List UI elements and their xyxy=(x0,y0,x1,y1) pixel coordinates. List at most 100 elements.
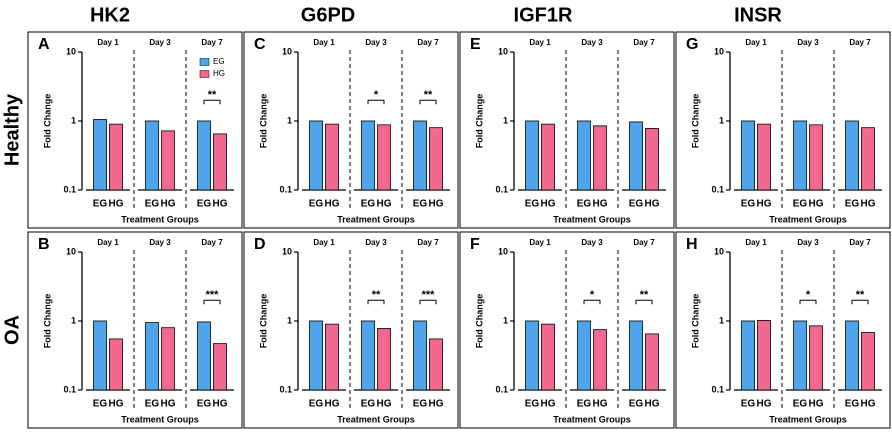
group-label: Day 7 xyxy=(633,38,655,47)
group-label: Day 3 xyxy=(581,238,603,247)
bar xyxy=(413,120,427,191)
column-header: IGF1R xyxy=(514,4,573,26)
y-tick-label: 0.1 xyxy=(63,384,76,394)
bar xyxy=(845,120,859,191)
y-tick-label: 1 xyxy=(71,315,76,325)
group-label: Day 1 xyxy=(97,238,119,247)
bar xyxy=(757,320,771,391)
group-label: Day 3 xyxy=(581,38,603,47)
y-axis-label: Fold Change xyxy=(42,294,52,349)
x-tick-label: EG xyxy=(793,399,808,410)
y-tick-label: 0.1 xyxy=(279,384,292,394)
panel-frame xyxy=(27,231,243,429)
x-tick-label: EG xyxy=(413,399,428,410)
bar xyxy=(213,133,227,191)
y-tick-label: 10 xyxy=(66,46,76,56)
x-axis-label: Treatment Groups xyxy=(337,414,415,424)
bar xyxy=(793,320,807,391)
bar xyxy=(161,327,175,391)
panel-letter: F xyxy=(470,236,480,253)
x-tick-label: EG xyxy=(93,399,108,410)
x-tick-label: EG xyxy=(197,399,212,410)
x-tick-label: HG xyxy=(645,199,660,210)
x-tick-label: HG xyxy=(161,199,176,210)
group-label: Day 7 xyxy=(849,38,871,47)
bar xyxy=(429,338,443,391)
y-tick-label: 0.1 xyxy=(495,384,508,394)
bar xyxy=(325,123,339,191)
x-tick-label: HG xyxy=(809,399,824,410)
group-label: Day 1 xyxy=(529,38,551,47)
x-tick-label: EG xyxy=(741,399,756,410)
group-label: Day 7 xyxy=(633,238,655,247)
bar xyxy=(213,343,227,391)
x-tick-label: EG xyxy=(845,199,860,210)
group-label: Day 1 xyxy=(529,238,551,247)
panel-frame xyxy=(459,31,675,229)
panel-letter: D xyxy=(254,236,266,253)
y-tick-label: 10 xyxy=(714,46,724,56)
x-tick-label: EG xyxy=(629,399,644,410)
x-axis-label: Treatment Groups xyxy=(337,214,415,224)
y-tick-label: 1 xyxy=(503,115,508,125)
group-label: Day 3 xyxy=(365,38,387,47)
x-axis-label: Treatment Groups xyxy=(121,214,199,224)
bar xyxy=(93,320,107,391)
x-tick-label: HG xyxy=(593,399,608,410)
x-tick-label: EG xyxy=(577,199,592,210)
x-tick-label: EG xyxy=(309,199,324,210)
bar xyxy=(593,125,607,191)
significance-bracket xyxy=(419,299,437,305)
x-axis-label: Treatment Groups xyxy=(553,214,631,224)
x-tick-label: HG xyxy=(593,199,608,210)
bar xyxy=(541,123,555,191)
legend-swatch xyxy=(199,70,210,78)
x-axis-label: Treatment Groups xyxy=(121,414,199,424)
legend-swatch xyxy=(199,58,210,66)
group-label: Day 7 xyxy=(201,38,223,47)
group-label: Day 3 xyxy=(149,238,171,247)
y-axis-label: Fold Change xyxy=(690,94,700,149)
bar xyxy=(525,320,539,391)
x-tick-label: HG xyxy=(109,199,124,210)
x-tick-label: HG xyxy=(325,399,340,410)
bar xyxy=(741,120,755,191)
panel-letter: H xyxy=(686,236,698,253)
x-tick-label: EG xyxy=(93,199,108,210)
significance-label: ** xyxy=(424,89,433,101)
x-tick-label: EG xyxy=(793,199,808,210)
y-tick-label: 10 xyxy=(66,246,76,256)
y-tick-label: 1 xyxy=(71,115,76,125)
bar xyxy=(629,320,643,391)
x-tick-label: HG xyxy=(809,199,824,210)
x-tick-label: EG xyxy=(309,399,324,410)
significance-bracket xyxy=(799,299,817,305)
x-axis-label: Treatment Groups xyxy=(553,414,631,424)
significance-label: *** xyxy=(206,289,220,301)
x-tick-label: HG xyxy=(541,199,556,210)
significance-label: * xyxy=(806,289,811,301)
group-label: Day 1 xyxy=(313,38,335,47)
x-tick-label: EG xyxy=(525,399,540,410)
group-label: Day 1 xyxy=(745,38,767,47)
group-label: Day 1 xyxy=(313,238,335,247)
y-tick-label: 1 xyxy=(719,115,724,125)
y-tick-label: 10 xyxy=(498,246,508,256)
x-tick-label: EG xyxy=(845,399,860,410)
y-tick-label: 0.1 xyxy=(279,184,292,194)
bar xyxy=(541,323,555,391)
y-tick-label: 0.1 xyxy=(711,184,724,194)
y-tick-label: 0.1 xyxy=(63,184,76,194)
x-axis-label: Treatment Groups xyxy=(769,214,847,224)
bar xyxy=(793,120,807,191)
x-tick-label: EG xyxy=(145,199,160,210)
x-tick-label: HG xyxy=(161,399,176,410)
bar xyxy=(429,127,443,191)
column-header: G6PD xyxy=(301,4,355,26)
y-axis-label: Fold Change xyxy=(42,94,52,149)
group-label: Day 7 xyxy=(417,38,439,47)
y-tick-label: 10 xyxy=(282,46,292,56)
x-tick-label: HG xyxy=(861,199,876,210)
panel-letter: G xyxy=(686,36,698,53)
